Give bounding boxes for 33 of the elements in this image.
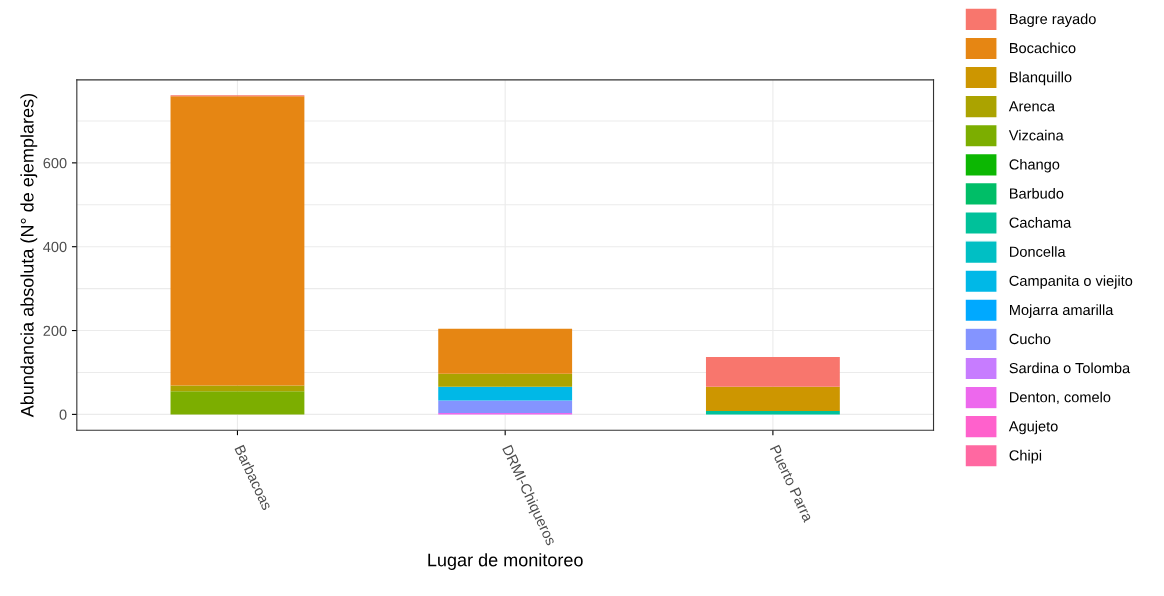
- legend-label: Arenca: [1008, 101, 1056, 112]
- y-tick-label: 200: [43, 325, 67, 336]
- bar: [705, 411, 840, 415]
- legend-label: Mojarra amarilla: [1010, 304, 1114, 318]
- bar: [438, 328, 573, 374]
- y-axis-title: Abundancia absoluta (N° de ejemplares): [20, 94, 38, 418]
- bar: [438, 400, 573, 414]
- legend-label: Denton, comelo: [1010, 391, 1111, 405]
- legend-label: Barbudo: [1010, 187, 1064, 199]
- legend-label: Agujeto: [1008, 420, 1058, 435]
- legend-label: Sardina o Tolomba: [1009, 362, 1131, 374]
- legend-label: Chipi: [1009, 449, 1042, 464]
- legend-label: Bocachico: [1010, 42, 1076, 54]
- y-tick-label: 600: [43, 157, 67, 169]
- legend-label: Doncella: [1010, 246, 1066, 257]
- bar: [170, 96, 305, 386]
- bar: [705, 386, 840, 412]
- bar: [438, 373, 573, 387]
- bar: [438, 386, 573, 401]
- legend-label: Vizcaina: [1008, 129, 1064, 141]
- x-tick-label: Puerto Parra: [769, 444, 814, 523]
- y-tick-label: 0: [59, 409, 67, 420]
- legend-label: Blanquillo: [1010, 71, 1072, 86]
- bar: [705, 356, 840, 387]
- legend-label: Campanita o viejito: [1009, 275, 1133, 289]
- legend-label: Bagre rayado: [1010, 13, 1096, 28]
- y-tick-label: 400: [43, 241, 67, 253]
- bar: [170, 391, 305, 415]
- legend-label: Chango: [1009, 158, 1060, 173]
- x-axis-title: Lugar de monitoreo: [428, 553, 583, 570]
- bar: [170, 385, 305, 392]
- legend-label: Cachama: [1009, 217, 1072, 228]
- legend-label: Cucho: [1009, 333, 1051, 345]
